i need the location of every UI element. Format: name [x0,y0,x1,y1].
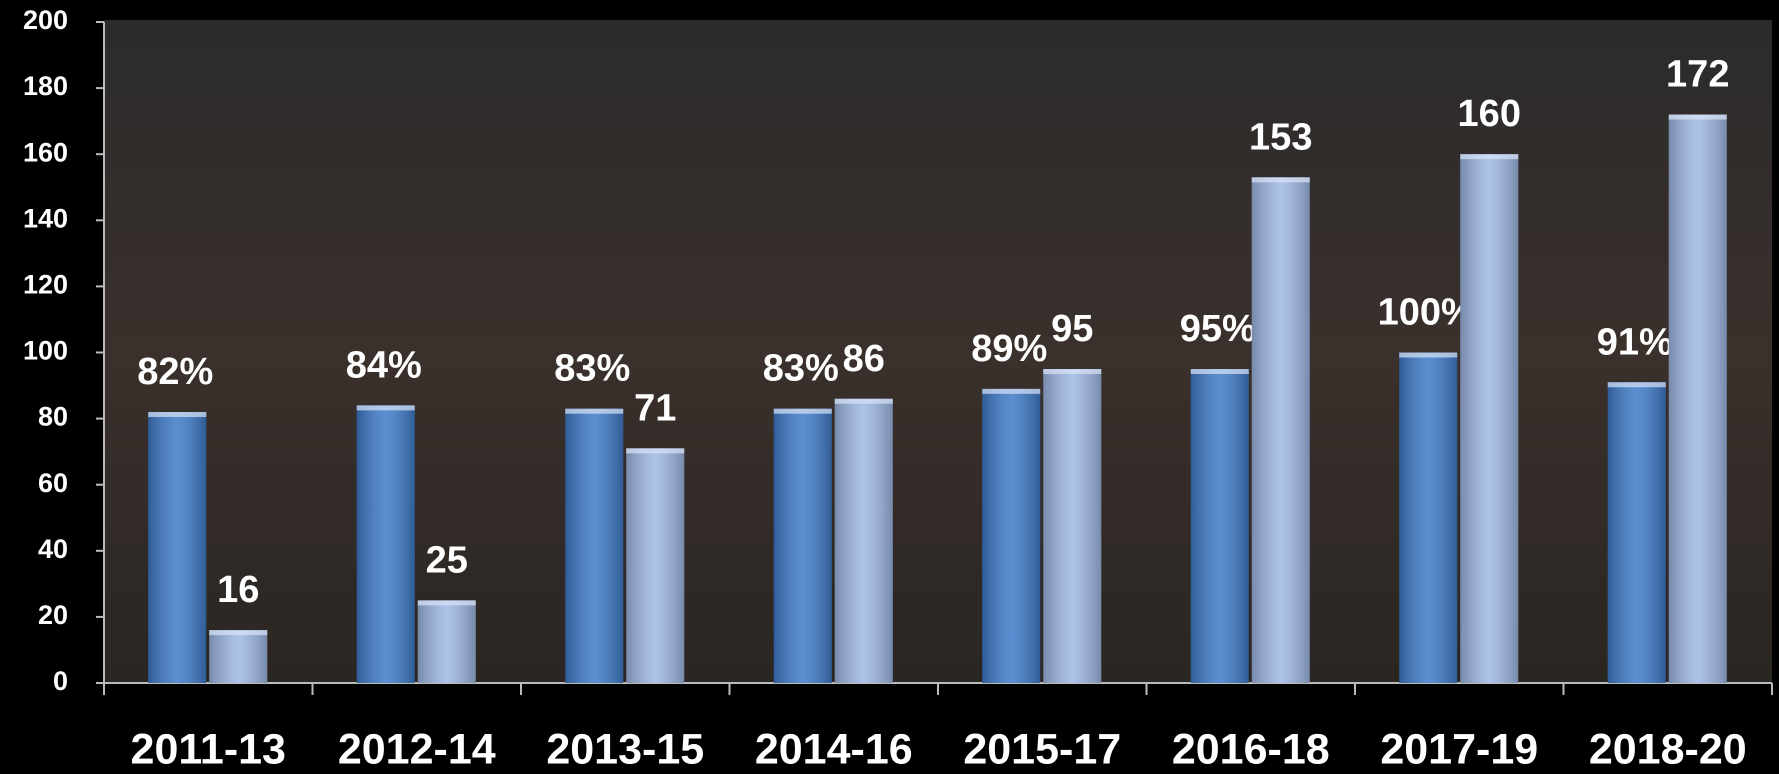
bar-cap [1668,114,1727,120]
y-tick-label: 40 [38,534,68,564]
y-tick-label: 20 [38,600,68,630]
data-label: 172 [1666,54,1729,96]
x-tick-label: 2015-17 [963,725,1121,773]
data-label: 95 [1051,308,1093,350]
data-label: 95% [1180,308,1256,350]
y-tick-label: 200 [23,5,68,35]
x-tick-label: 2018-20 [1589,725,1747,773]
bar-cap [1460,154,1519,160]
bar-shine [417,600,476,683]
bar-cap [982,388,1041,394]
x-tick-label: 2017-19 [1380,725,1538,773]
y-tick-label: 160 [23,137,68,167]
x-tick-label: 2016-18 [1172,725,1330,773]
bar-cap [1190,369,1249,375]
bar-shine [1399,352,1458,683]
bar-cap [417,600,476,606]
x-tick-label: 2013-15 [546,725,704,773]
bar-shine [356,405,415,683]
bar-shine [1668,114,1727,684]
data-label: 89% [971,328,1047,370]
data-label: 82% [137,351,213,393]
bar-cap [626,448,685,454]
bar-cap [1251,177,1310,183]
bar-cap [1607,382,1666,388]
y-tick-label: 60 [38,468,68,498]
x-tick-label: 2012-14 [338,725,496,773]
bar-shine [773,408,832,683]
x-tick-label: 2014-16 [755,725,913,773]
bar-shine [1607,382,1666,683]
data-label: 16 [217,569,259,611]
bar-shine [209,630,268,683]
bar-shine [1043,369,1102,683]
y-tick-label: 140 [23,203,68,233]
bar-shine [1460,154,1519,683]
data-label: 71 [634,387,676,429]
bar-shine [148,411,207,683]
data-label: 83% [763,348,839,390]
data-label: 160 [1458,93,1521,135]
bar-cap [1043,369,1102,375]
bar-cap [356,405,415,411]
data-label: 91% [1597,321,1673,363]
data-label: 83% [554,348,630,390]
bar-cap [209,630,268,636]
bar-cap [1399,352,1458,358]
y-tick-label: 80 [38,402,68,432]
y-tick-label: 120 [23,270,68,300]
data-label: 153 [1249,116,1312,158]
data-label: 25 [426,539,468,581]
bar-shine [1190,369,1249,683]
y-tick-label: 180 [23,71,68,101]
data-label: 100% [1378,292,1475,334]
bar-shine [982,388,1041,683]
data-label: 84% [346,344,422,386]
data-label: 86 [843,338,885,380]
bar-shine [565,408,624,683]
bar-shine [1251,177,1310,683]
y-tick-label: 100 [23,336,68,366]
bar-shine [626,448,685,683]
bar-cap [773,408,832,414]
bar-shine [834,398,893,683]
y-tick-label: 0 [53,666,68,696]
bar-cap [834,398,893,404]
x-tick-label: 2011-13 [131,725,286,773]
bar-cap [148,411,207,417]
bar-cap [565,408,624,414]
